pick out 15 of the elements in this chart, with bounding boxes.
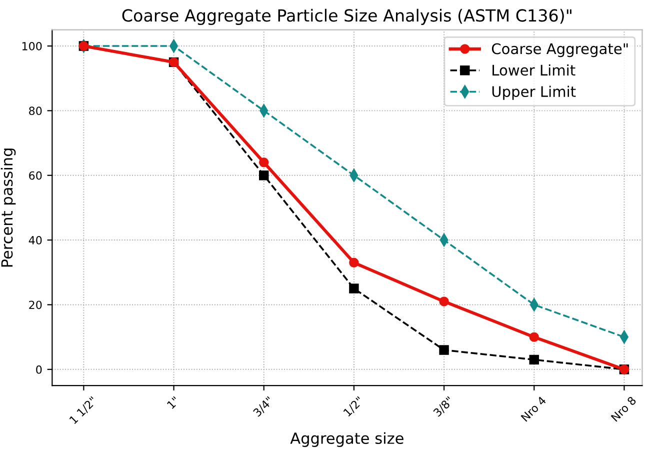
y-tick-label: 40 (28, 236, 42, 244)
y-tick-label: 80 (29, 106, 42, 116)
x-tick-label: Nro 4 (520, 396, 547, 422)
legend-label: Coarse Aggregate" (492, 43, 628, 58)
legend-label: Upper Limit (492, 86, 576, 100)
legend-label: Lower Limit (492, 64, 576, 76)
y-tick-label: 60 (29, 171, 42, 180)
x-tick-label: 1" (166, 396, 180, 409)
y-tick-label: 0 (36, 365, 42, 374)
y-tick-label: 20 (29, 300, 42, 310)
x-tick-label: Nro 8 (610, 396, 637, 422)
y-tick-label: 100 (22, 42, 42, 50)
x-axis-title: Aggregate size (290, 432, 404, 447)
y-axis-title: Percent passing (0, 148, 16, 267)
chart-title: Coarse Aggregate Particle Size Analysis (ASTM C136)" (122, 8, 572, 25)
